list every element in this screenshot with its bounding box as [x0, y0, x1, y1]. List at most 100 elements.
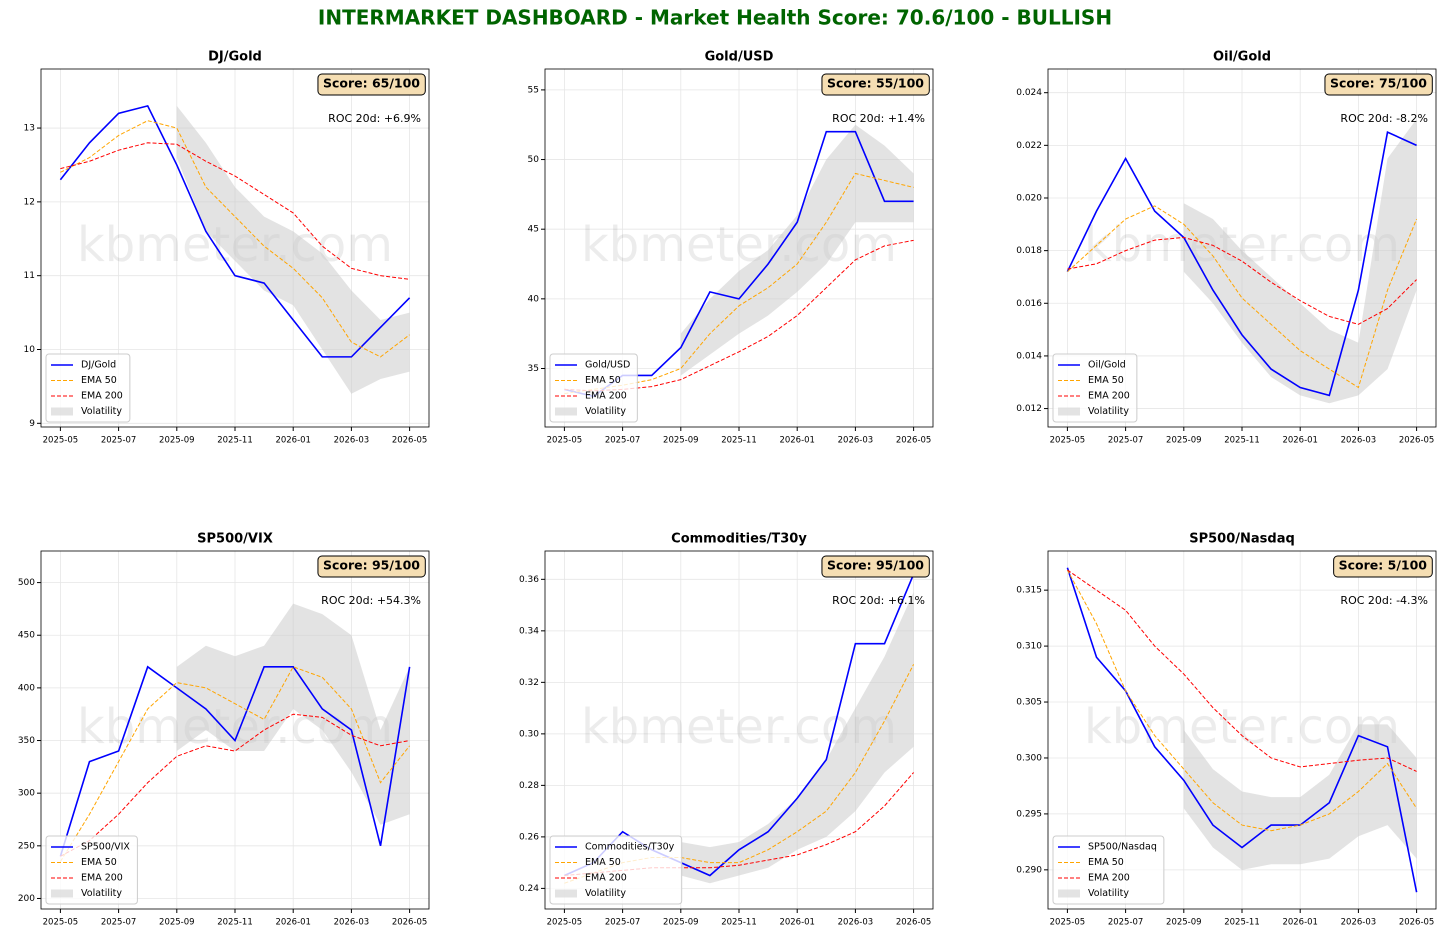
x-tick-label: 2026-05	[896, 918, 932, 928]
series-line	[1067, 236, 1417, 325]
x-tick-label: 2025-11	[1224, 436, 1260, 446]
y-tick-label: 0.26	[519, 832, 539, 842]
y-tick-label: 12	[24, 197, 35, 207]
y-tick-label: 0.295	[1016, 809, 1042, 819]
legend: SP500/VIX EMA 50 EMA 200 Volatility	[45, 835, 138, 905]
score-label: Score: 5/100	[1339, 558, 1428, 573]
legend-label: Volatility	[81, 888, 122, 899]
y-tick-label: 0.012	[1016, 404, 1042, 414]
y-tick-label: 11	[24, 271, 35, 281]
x-tick-label: 2025-11	[721, 436, 757, 446]
x-tick-label: 2025-07	[605, 436, 641, 446]
y-tick-label: 0.024	[1016, 88, 1042, 98]
x-tick-label: 2026-03	[334, 918, 370, 928]
y-tick-label: 200	[18, 894, 35, 904]
plot-frame	[1047, 550, 1437, 910]
subplot: 0.24 0.26 0.28 0.30 0.32 0.34 0.36 2025-05 2025-…	[519, 532, 934, 928]
legend-swatch	[1058, 407, 1080, 416]
x-tick-label: 2026-05	[1399, 436, 1435, 446]
x-tick-label: 2026-01	[779, 918, 815, 928]
roc-label: ROC 20d: +1.4%	[832, 112, 925, 125]
legend: Oil/Gold EMA 50 EMA 200 Volatility	[1052, 353, 1138, 423]
y-tick-label: 0.016	[1016, 299, 1042, 309]
y-tick-label: 0.36	[519, 575, 539, 585]
volatility-band	[176, 603, 410, 825]
y-tick-label: 300	[18, 789, 35, 799]
x-tick-label: 2026-01	[1282, 436, 1318, 446]
y-tick-label: 0.30	[519, 729, 539, 739]
legend-box	[45, 835, 138, 905]
subplot-title: Gold/USD	[705, 50, 774, 65]
legend-label: SP500/Nasdaq	[1088, 842, 1157, 853]
dashboard-title: INTERMARKET DASHBOARD - Market Health Sc…	[318, 6, 1112, 30]
plot-frame	[40, 550, 430, 910]
x-tick-label: 2026-01	[275, 918, 311, 928]
roc-label: ROC 20d: +6.1%	[832, 594, 925, 607]
y-tick-label: 45	[528, 225, 539, 235]
x-tick-label: 2025-07	[101, 918, 137, 928]
y-tick-label: 0.290	[1016, 865, 1042, 875]
legend-label: Gold/USD	[585, 360, 630, 371]
subplot-title: Commodities/T30y	[671, 532, 807, 547]
y-tick-label: 55	[528, 85, 539, 95]
roc-label: ROC 20d: -8.2%	[1340, 112, 1428, 125]
x-tick-label: 2026-05	[896, 436, 932, 446]
x-tick-label: 2025-05	[1050, 436, 1086, 446]
legend-swatch	[51, 407, 73, 416]
x-tick-label: 2025-09	[1166, 436, 1202, 446]
volatility-band	[1183, 119, 1417, 404]
score-box	[821, 73, 930, 96]
x-tick-label: 2026-01	[275, 436, 311, 446]
y-tick-label: 0.300	[1016, 753, 1042, 763]
y-tick-label: 0.310	[1016, 642, 1042, 652]
x-tick-label: 2025-09	[663, 436, 699, 446]
legend-label: Volatility	[585, 888, 626, 899]
score-label: Score: 95/100	[323, 558, 420, 573]
legend-swatch	[555, 889, 577, 898]
score-box	[317, 555, 426, 578]
x-tick-label: 2026-03	[334, 436, 370, 446]
series-line	[564, 172, 914, 395]
legend-label: EMA 50	[81, 375, 117, 386]
x-tick-label: 2025-09	[1166, 918, 1202, 928]
x-tick-label: 2025-07	[605, 918, 641, 928]
x-tick-label: 2026-05	[392, 918, 428, 928]
x-tick-label: 2026-03	[1341, 918, 1377, 928]
legend-label: Volatility	[585, 406, 626, 417]
legend-swatch	[555, 407, 577, 416]
series-line	[1066, 569, 1418, 832]
x-tick-label: 2026-05	[1399, 918, 1435, 928]
legend-swatch	[1058, 889, 1080, 898]
series-line	[60, 142, 410, 280]
y-tick-label: 0.018	[1016, 246, 1042, 256]
volatility-band	[1183, 724, 1417, 870]
legend-box	[1052, 353, 1138, 423]
legend-label: EMA 200	[585, 391, 627, 402]
x-tick-label: 2025-09	[159, 436, 195, 446]
score-box	[317, 73, 426, 96]
x-tick-label: 2025-05	[547, 436, 583, 446]
x-tick-label: 2025-11	[217, 918, 253, 928]
legend-label: Volatility	[81, 406, 122, 417]
legend: Gold/USD EMA 50 EMA 200 Volatility	[549, 353, 638, 423]
subplot: 0.012 0.014 0.016 0.018 0.020 0.022 0.024 2025-…	[1016, 50, 1437, 446]
legend-label: Volatility	[1088, 406, 1129, 417]
x-tick-label: 2025-11	[1224, 918, 1260, 928]
x-tick-label: 2025-05	[43, 436, 79, 446]
legend-label: EMA 50	[585, 857, 621, 868]
x-tick-label: 2025-11	[217, 436, 253, 446]
series-line	[59, 666, 410, 862]
y-tick-label: 50	[528, 155, 540, 165]
y-tick-label: 0.315	[1016, 586, 1042, 596]
score-box	[821, 555, 930, 578]
y-tick-label: 9	[29, 419, 35, 429]
score-label: Score: 95/100	[827, 558, 924, 573]
x-tick-label: 2025-07	[1108, 918, 1144, 928]
legend-box	[1052, 835, 1165, 905]
x-tick-label: 2025-11	[721, 918, 757, 928]
score-box	[1324, 73, 1433, 96]
x-tick-label: 2026-01	[1282, 918, 1318, 928]
legend-label: Commodities/T30y	[585, 842, 675, 853]
subplot: 200 250 300 350 400 450 500 2025-05 2025-07 2025-…	[18, 532, 430, 928]
